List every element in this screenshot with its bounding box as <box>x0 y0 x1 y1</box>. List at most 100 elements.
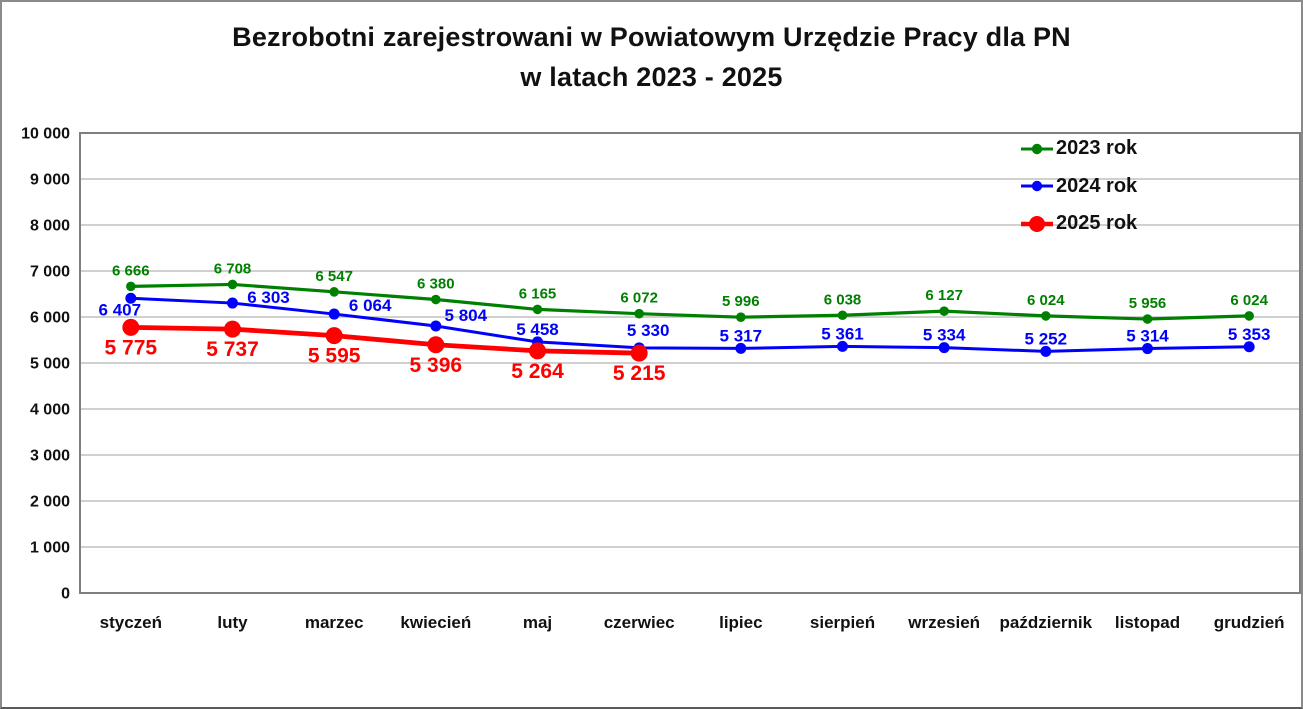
legend-item-2025-rok: 2025 rok <box>1020 205 1137 243</box>
data-label-2023-wrzesień: 6 127 <box>925 287 963 304</box>
y-axis-label-4: 4 000 <box>30 402 70 419</box>
data-point-2024-marzec <box>328 308 340 320</box>
data-point-2024-lipiec <box>735 342 747 354</box>
y-axis-label-3: 3 000 <box>30 448 70 465</box>
chart-title-block: Bezrobotni zarejestrowani w Powiatowym U… <box>2 17 1301 97</box>
y-axis-label-2: 2 000 <box>30 494 70 511</box>
data-point-2023-marzec <box>329 287 339 297</box>
data-point-2023-październik <box>1041 311 1051 321</box>
data-label-2023-styczeń: 6 666 <box>112 262 150 279</box>
legend-marker-2024-icon <box>1021 181 1053 192</box>
data-point-2023-maj <box>532 304 543 315</box>
data-point-2024-kwiecień <box>430 320 442 332</box>
data-label-2024-wrzesień: 5 334 <box>923 326 966 345</box>
y-axis-label-7: 7 000 <box>30 264 70 281</box>
y-axis-label-8: 8 000 <box>30 218 70 235</box>
data-point-2023-listopad <box>1142 314 1153 324</box>
data-label-2023-sierpień: 6 038 <box>824 291 862 308</box>
data-label-2023-czerwiec: 6 072 <box>620 290 658 307</box>
x-axis-label-11: grudzień <box>1214 613 1285 632</box>
data-label-2025-kwiecień: 5 396 <box>410 354 463 377</box>
data-label-2024-sierpień: 5 361 <box>821 324 864 343</box>
x-axis-label-2: marzec <box>305 613 364 632</box>
data-label-2025-luty: 5 737 <box>206 338 259 361</box>
legend-label-2025-rok: 2025 rok <box>1056 212 1138 235</box>
y-axis-label-5: 5 000 <box>30 356 70 373</box>
data-point-2023-styczeń <box>126 281 136 292</box>
series-line-2025-rok <box>128 324 642 356</box>
data-point-2023-kwiecień <box>431 294 441 305</box>
chart-title: Bezrobotni zarejestrowani w Powiatowym U… <box>232 22 1071 52</box>
chart-subtitle: w latach 2023 - 2025 <box>520 62 783 92</box>
data-point-2023-grudzień <box>1244 311 1254 321</box>
data-label-2024-listopad: 5 314 <box>1126 327 1169 346</box>
data-point-2023-luty <box>227 279 238 290</box>
y-axis-label-10: 10 000 <box>21 126 70 143</box>
x-axis-label-1: luty <box>217 613 248 632</box>
x-axis-label-9: październik <box>1000 613 1093 632</box>
legend: 2023 rok 2024 rok 2025 rok <box>1020 130 1137 243</box>
legend-marker-2023-icon <box>1021 143 1053 154</box>
y-axis-label-9: 9 000 <box>30 172 70 189</box>
y-axis-label-6: 6 000 <box>30 310 70 327</box>
data-point-2023-lipiec <box>736 312 746 322</box>
data-label-2024-październik: 5 252 <box>1025 329 1068 348</box>
data-point-2025-styczeń <box>122 318 140 336</box>
data-point-2024-styczeń <box>125 292 137 304</box>
data-label-2024-styczeń: 6 407 <box>99 300 142 319</box>
x-axis-label-6: lipiec <box>719 613 762 632</box>
legend-label-2023-rok: 2023 rok <box>1056 137 1138 160</box>
data-point-2023-czerwiec <box>634 308 644 319</box>
y-axis-label-0: 0 <box>61 586 70 603</box>
data-point-2023-wrzesień <box>939 306 949 316</box>
legend-item-2023-rok: 2023 rok <box>1020 130 1137 168</box>
series-line-2024-rok <box>129 296 1251 353</box>
data-point-2024-październik <box>1040 345 1052 357</box>
x-axis-label-0: styczeń <box>100 613 162 632</box>
data-label-2023-marzec: 6 547 <box>315 268 353 285</box>
data-label-2025-maj: 5 264 <box>511 360 564 383</box>
data-label-2023-lipiec: 5 996 <box>722 293 760 310</box>
data-point-2025-kwiecień <box>427 336 445 354</box>
data-label-2025-marzec: 5 595 <box>308 345 361 368</box>
data-label-2024-lipiec: 5 317 <box>720 326 763 345</box>
data-label-2024-luty: 6 303 <box>247 288 290 307</box>
x-axis-label-10: listopad <box>1115 613 1180 632</box>
legend-marker-2025-icon <box>1021 215 1053 232</box>
data-point-2024-sierpień <box>837 340 848 352</box>
plot-frame <box>79 132 1301 594</box>
data-point-2025-marzec <box>325 327 343 345</box>
data-label-2025-styczeń: 5 775 <box>105 336 158 359</box>
data-label-2024-maj: 5 458 <box>516 320 559 339</box>
data-point-2023-sierpień <box>837 310 848 321</box>
data-label-2024-czerwiec: 5 330 <box>627 321 670 340</box>
y-axis-label-1: 1 000 <box>30 540 70 557</box>
x-axis-label-7: sierpień <box>810 613 875 632</box>
data-point-2024-listopad <box>1142 343 1153 355</box>
data-label-2024-marzec: 6 064 <box>349 296 392 315</box>
data-point-2025-maj <box>529 342 546 360</box>
x-axis-label-8: wrzesień <box>907 613 980 632</box>
legend-label-2024-rok: 2024 rok <box>1056 174 1138 197</box>
data-label-2023-kwiecień: 6 380 <box>417 276 455 293</box>
x-axis-label-4: maj <box>523 613 552 632</box>
data-point-2024-luty <box>227 297 238 309</box>
data-label-2024-grudzień: 5 353 <box>1228 325 1271 344</box>
data-label-2023-listopad: 5 956 <box>1129 295 1167 312</box>
data-label-2023-grudzień: 6 024 <box>1230 292 1268 309</box>
data-point-2025-czerwiec <box>630 344 648 362</box>
data-point-2024-grudzień <box>1243 341 1255 353</box>
series-line-2023-rok <box>129 282 1251 321</box>
data-point-2024-wrzesień <box>938 342 950 354</box>
legend-item-2024-rok: 2024 rok <box>1020 168 1137 206</box>
data-label-2023-luty: 6 708 <box>214 260 252 277</box>
data-point-2025-luty <box>224 320 241 338</box>
x-axis-label-5: czerwiec <box>604 613 675 632</box>
data-label-2025-czerwiec: 5 215 <box>613 362 666 385</box>
x-axis-label-3: kwiecień <box>400 613 471 632</box>
data-label-2023-październik: 6 024 <box>1027 292 1065 309</box>
data-label-2023-maj: 6 165 <box>519 285 557 302</box>
data-label-2024-kwiecień: 5 804 <box>445 306 488 325</box>
